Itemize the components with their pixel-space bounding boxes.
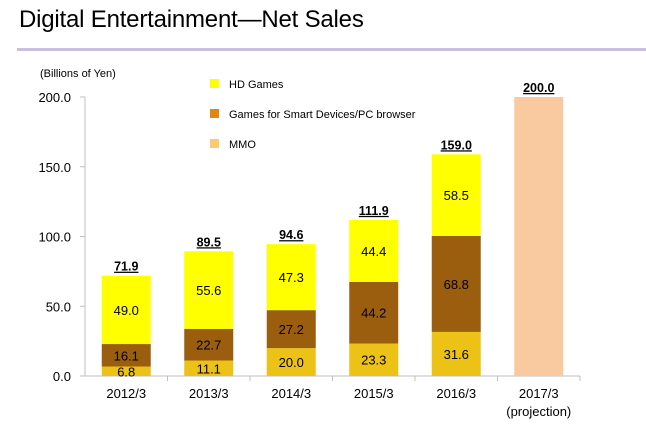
legend-swatch [210,139,219,148]
segment-value-label: 11.1 [197,361,221,376]
total-value-label: 159.0 [441,138,472,152]
bar-segment [184,251,234,329]
legend-label: HD Games [229,79,284,91]
bar-segment [101,344,151,367]
x-tick-label: 2012/3 [106,386,146,401]
bar-segment [266,244,316,311]
segment-value-label: 22.7 [196,338,221,353]
segment-value-label: 20.0 [279,355,304,370]
data-labels: 6.816.1 49.0 71.9 11.1 22.7 55.6 89.5 20.0 27.2 4… [114,81,555,379]
legend: HD Games Games for Smart Devices/PC brows… [210,79,416,151]
y-tick-label: 50.0 [46,299,71,314]
x-tick-label: 2013/3 [189,386,229,401]
y-axis-unit-label: (Billions of Yen) [40,68,116,80]
title-divider [17,48,646,51]
bar-segment [431,331,481,376]
segment-value-label: 44.2 [361,306,386,321]
segment-value-label: 27.2 [279,322,304,337]
total-value-label: 71.9 [114,260,138,274]
bar-segment [184,360,234,376]
bar-segment [266,348,316,376]
bar-segment [349,219,399,282]
legend-label: Games for Smart Devices/PC browser [229,109,416,121]
y-tick-label: 200.0 [38,90,71,105]
bar-segment [266,310,316,349]
segment-value-label: 55.6 [196,283,221,298]
segment-value-label: 44.4 [361,244,386,259]
bars [101,97,564,376]
x-tick-label: 2015/3 [354,386,394,401]
bar-segment [431,235,481,332]
legend-label: MMO [229,139,256,151]
x-tick-sublabel: (projection) [506,404,571,419]
x-tick-label: 2016/3 [436,386,476,401]
segment-value-label: 16.1 [114,348,139,363]
segment-value-label: 58.5 [444,188,469,203]
y-tick-label: 150.0 [38,160,71,175]
y-tick-label: 0.0 [53,369,71,384]
bar-segment [184,328,234,361]
bar-segment [431,154,481,236]
bar-segment [349,343,399,376]
page-title: Digital Entertainment―Net Sales [19,6,364,33]
segment-value-label: 49.0 [114,303,139,318]
total-value-label: 89.5 [197,235,221,249]
total-value-label: 111.9 [359,204,389,218]
bar-segment [101,275,151,345]
x-tick-label: 2017/3 [519,386,559,401]
axes: 0.0 50.0 100.0 150.0 200.0 2012/3 2013/3 2014/3… [38,90,581,419]
segment-value-label: 68.8 [444,277,469,292]
total-value-label: 94.6 [279,228,303,242]
total-value-label: 200.0 [523,81,554,95]
segment-value-label: 23.3 [361,353,386,368]
bar-segment [349,281,399,344]
y-tick-label: 100.0 [38,230,71,245]
x-tick-label: 2014/3 [271,386,311,401]
segment-value-label: 31.6 [444,347,469,362]
legend-swatch [210,109,219,118]
legend-swatch [210,79,219,88]
bar-segment [101,366,151,376]
segment-value-label: 6.8 [117,364,135,379]
projection-bar [514,97,564,376]
segment-value-label: 47.3 [279,270,304,285]
